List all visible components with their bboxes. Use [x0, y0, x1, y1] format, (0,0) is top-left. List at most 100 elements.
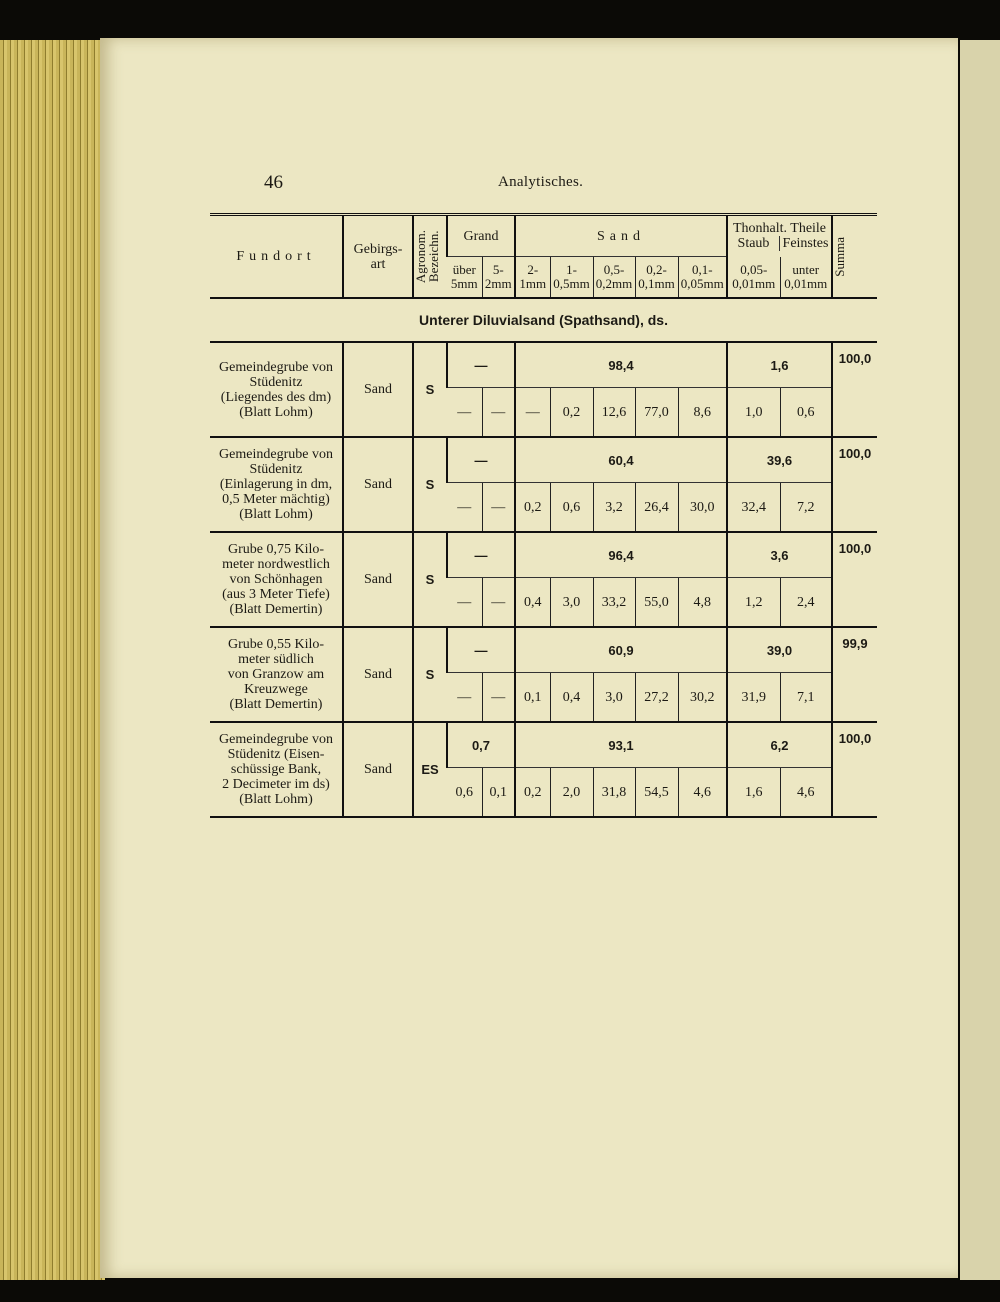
fundort-cell: Gemeindegrube von Stüdenitz (Eisen-schüss…	[210, 722, 343, 818]
fundort-line: (aus 3 Meter Tiefe)	[222, 587, 330, 602]
summa-cell: 100,0	[831, 722, 877, 818]
detail-value: 4,6	[677, 767, 727, 817]
detail-value: —	[457, 404, 472, 420]
detail-value: 0,1	[514, 672, 550, 722]
detail-value: 1,2	[726, 577, 780, 627]
detail-value: —	[481, 577, 515, 627]
fundort-cell: Gemeindegrube von Stüdenitz (Einlagerung i…	[210, 437, 343, 533]
subheader-3: 1- 0,5mm	[549, 256, 593, 298]
header-sand: Sand	[514, 214, 727, 257]
table-row: Gemeindegrube von Stüdenitz (Eisen-schüss…	[210, 722, 877, 818]
running-head: Analytisches.	[498, 174, 584, 190]
fundort-line: von Granzow am	[227, 667, 325, 682]
grand-total: —	[446, 342, 515, 388]
fundort-line: (Blatt Demertin)	[229, 602, 323, 617]
subheader-1: 5- 2mm	[481, 256, 515, 298]
detail-value: 0,6	[455, 784, 474, 800]
section-title: Unterer Diluvialsand (Spathsand), ds.	[210, 298, 877, 343]
thon-total: 39,0	[726, 627, 832, 673]
detail-value: 33,2	[592, 577, 635, 627]
detail-value: 1,6	[726, 767, 780, 817]
fundort-line: schüssige Bank,	[230, 762, 322, 777]
detail-value: —	[481, 482, 515, 532]
detail-value: 2,0	[549, 767, 593, 817]
detail-value: 32,4	[726, 482, 780, 532]
header-fundort: Fundort	[236, 249, 316, 264]
detail-value: 54,5	[634, 767, 678, 817]
table-row-details: — — —0,2 12,6 77,0 8,6 1,0 0,6	[210, 387, 877, 437]
detail-value: 3,0	[592, 672, 635, 722]
detail-value: 7,2	[779, 482, 832, 532]
sand-total: 93,1	[514, 722, 727, 768]
summa-cell: 100,0	[831, 532, 877, 628]
detail-value: 4,6	[779, 767, 832, 817]
detail-value: 8,6	[677, 387, 727, 437]
fundort-line: von Schönhagen	[229, 572, 323, 587]
analysis-table: Fundort Gebirgs- art Agronom. Bezeichn. …	[210, 213, 877, 818]
header-thon: Thonhalt. Theile Staub Feinstes	[726, 214, 832, 257]
detail-value: 31,9	[726, 672, 780, 722]
thon-total: 1,6	[726, 342, 832, 388]
header-summa: Summa	[831, 214, 877, 298]
header-grand: Grand	[446, 214, 515, 257]
sand-total: 98,4	[514, 342, 727, 388]
fundort-line: meter südlich	[238, 652, 314, 667]
agronom-cell: S	[412, 532, 447, 628]
sand-total: 60,9	[514, 627, 727, 673]
gebirgsart-cell: Sand	[342, 437, 413, 533]
detail-value: 12,6	[592, 387, 635, 437]
summa-cell: 99,9	[831, 627, 877, 723]
thon-total: 6,2	[726, 722, 832, 768]
agronom-cell: ES	[412, 722, 447, 818]
fundort-line: (Blatt Demertin)	[229, 697, 323, 712]
page-number: 46	[264, 172, 283, 193]
fundort-line: Gemeindegrube von	[219, 732, 333, 747]
fundort-line: Grube 0,55 Kilo-	[227, 637, 325, 652]
fundort-cell: Grube 0,75 Kilo-meter nordwestlich von Sc…	[210, 532, 343, 628]
detail-value: —	[514, 387, 550, 437]
thon-total: 3,6	[726, 532, 832, 578]
header-gebirgsart: Gebirgs- art	[342, 214, 413, 298]
subheader-6: 0,1- 0,05mm	[677, 256, 727, 298]
detail-value: 31,8	[592, 767, 635, 817]
detail-value: 26,4	[634, 482, 678, 532]
fundort-line: (Einlagerung in dm,	[219, 477, 333, 492]
grand-total: —	[446, 627, 515, 673]
gebirgsart-cell: Sand	[342, 627, 413, 723]
subheader-7: 0,05- 0,01mm	[726, 256, 780, 298]
thon-total: 39,6	[726, 437, 832, 483]
detail-value: 7,1	[779, 672, 832, 722]
detail-value: 0,2	[549, 387, 593, 437]
table-row-details: — —0,2 0,6 3,2 26,4 30,0 32,4 7,2	[210, 482, 877, 532]
fundort-line: Grube 0,75 Kilo-	[227, 542, 325, 557]
sand-total: 96,4	[514, 532, 727, 578]
grand-total: —	[446, 437, 515, 483]
detail-value: 2,4	[779, 577, 832, 627]
agronom-cell: S	[412, 342, 447, 438]
fundort-line: Stüdenitz	[249, 374, 303, 390]
agronom-cell: S	[412, 627, 447, 723]
summa-cell: 100,0	[831, 437, 877, 533]
fundort-line: Gemeindegrube von	[219, 359, 333, 375]
detail-value: 4,8	[677, 577, 727, 627]
fundort-line: Stüdenitz (Eisen-	[227, 747, 325, 762]
subheader-8: unter 0,01mm	[779, 256, 832, 298]
table-row: Gemeindegrube von Stüdenitz (Liegendes des…	[210, 342, 877, 438]
fundort-line: meter nordwestlich	[222, 557, 330, 572]
table-row-details: — —0,4 3,0 33,2 55,0 4,8 1,2 2,4	[210, 577, 877, 627]
fundort-line: Stüdenitz	[249, 462, 303, 477]
table-row-details: 0,6 0,1 0,2 2,0 31,8 54,5 4,6 1,6 4,6	[210, 767, 877, 817]
detail-value: —	[481, 387, 515, 437]
fundort-cell: Grube 0,55 Kilo-meter südlich von Granzow…	[210, 627, 343, 723]
gebirgsart-cell: Sand	[342, 342, 413, 438]
detail-value: 0,6	[549, 482, 593, 532]
detail-value: 77,0	[634, 387, 678, 437]
detail-value: 0,4	[514, 577, 550, 627]
table-row: Grube 0,75 Kilo-meter nordwestlich von Sc…	[210, 532, 877, 628]
agronom-cell: S	[412, 437, 447, 533]
fundort-cell: Gemeindegrube von Stüdenitz (Liegendes des…	[210, 342, 343, 438]
fundort-line: 0,5 Meter mächtig)	[222, 492, 330, 507]
subheader-4: 0,5- 0,2mm	[592, 256, 635, 298]
subheader-0: über 5mm	[450, 262, 478, 291]
summa-cell: 100,0	[831, 342, 877, 438]
